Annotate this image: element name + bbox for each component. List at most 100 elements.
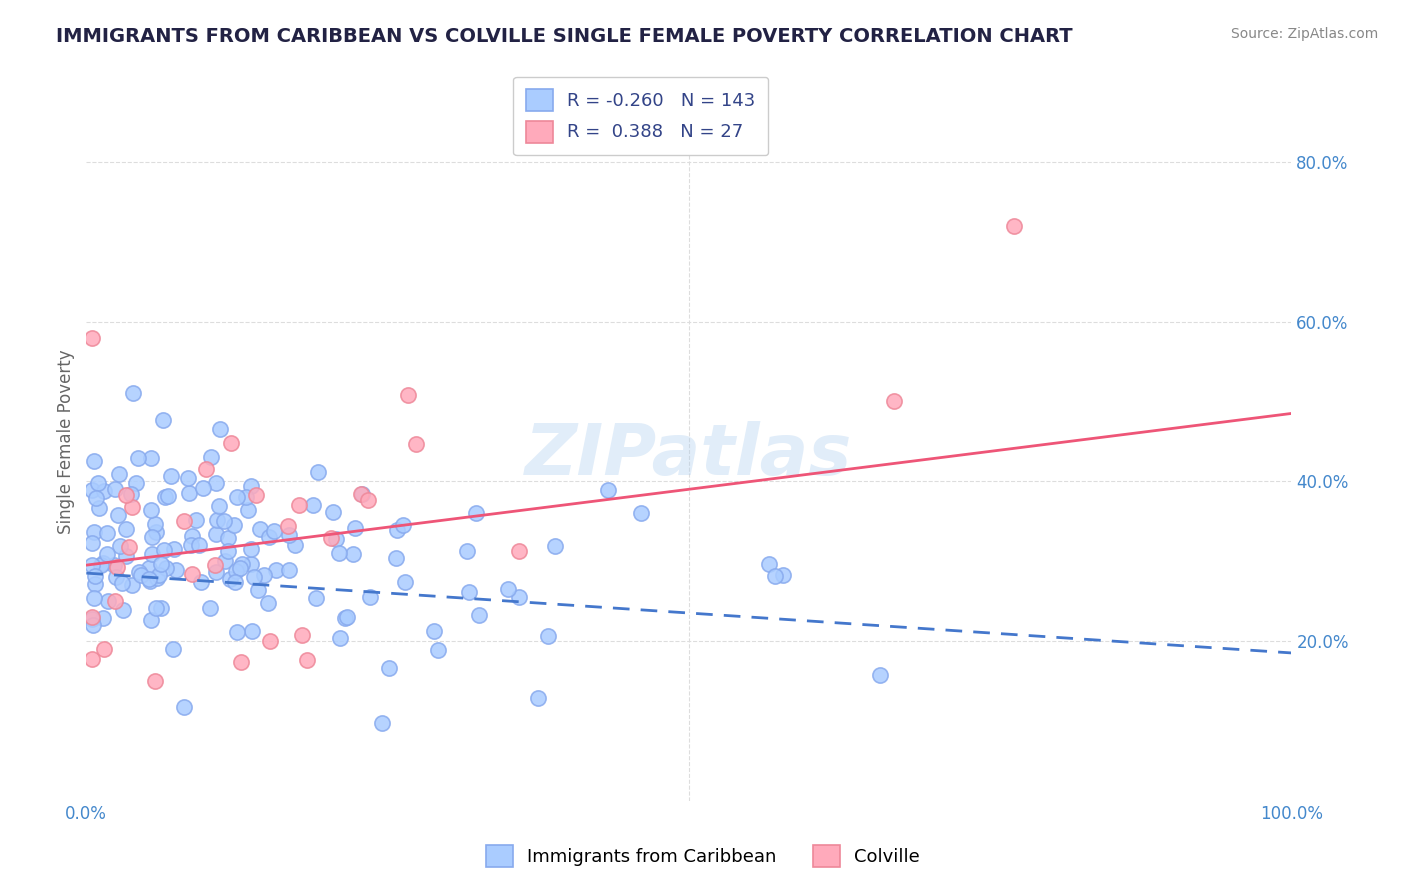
Point [128,565,150,579]
Point [384,551,406,566]
Point [108,467,131,481]
Point [342,547,364,561]
Point [423,624,446,638]
Point [246,582,269,597]
Point [143,673,166,688]
Point [630,506,652,520]
Point [139,503,162,517]
Point [336,610,359,624]
Point [141,547,163,561]
Point [239,478,262,492]
Point [162,641,184,656]
Point [97,593,120,607]
Point [325,533,347,547]
Point [276,518,298,533]
Point [328,546,350,560]
Point [229,561,252,575]
Point [217,531,239,545]
Point [257,530,280,544]
Point [153,490,176,504]
Point [205,475,228,490]
Point [121,500,143,514]
Point [307,465,329,479]
Point [259,633,281,648]
Point [82,558,104,573]
Point [83,454,105,468]
Point [165,563,187,577]
Point [111,576,134,591]
Point [464,506,486,520]
Point [157,489,180,503]
Point [82,611,104,625]
Point [87,500,110,515]
Point [371,715,394,730]
Point [83,591,105,605]
Point [150,600,173,615]
Point [108,539,131,553]
Point [112,603,135,617]
Point [204,558,226,572]
Point [93,556,115,570]
Point [264,562,287,576]
Point [145,524,167,539]
Text: ZIPatlas: ZIPatlas [526,421,852,491]
Point [186,514,208,528]
Point [138,574,160,588]
Point [153,543,176,558]
Point [350,486,373,500]
Point [138,572,160,586]
Point [231,655,253,669]
Point [87,475,110,490]
Point [304,591,326,606]
Point [291,628,314,642]
Point [177,470,200,484]
Point [302,498,325,512]
Point [139,450,162,465]
Point [458,585,481,599]
Point [758,557,780,571]
Point [82,609,104,624]
Point [120,486,142,500]
Point [496,582,519,596]
Point [226,490,249,504]
Point [217,544,239,558]
Point [148,568,170,582]
Point [93,484,115,499]
Point [90,558,112,573]
Point [121,578,143,592]
Point [263,524,285,538]
Point [239,557,262,571]
Point [125,475,148,490]
Point [772,568,794,582]
Point [284,538,307,552]
Point [96,525,118,540]
Point [129,568,152,582]
Point [139,614,162,628]
Point [544,539,567,553]
Point [138,560,160,574]
Point [426,642,449,657]
Point [378,660,401,674]
Point [141,530,163,544]
Point [104,594,127,608]
Point [537,629,560,643]
Point [333,611,356,625]
Point [288,498,311,512]
Point [231,557,253,571]
Point [456,544,478,558]
Point [236,503,259,517]
Point [82,617,104,632]
Point [146,571,169,585]
Text: Source: ZipAtlas.com: Source: ZipAtlas.com [1230,27,1378,41]
Point [115,549,138,564]
Point [114,488,136,502]
Point [598,483,620,497]
Point [180,538,202,552]
Point [508,543,530,558]
Point [322,505,344,519]
Point [765,569,787,583]
Point [96,547,118,561]
Point [173,514,195,528]
Point [107,560,129,574]
Point [405,437,427,451]
